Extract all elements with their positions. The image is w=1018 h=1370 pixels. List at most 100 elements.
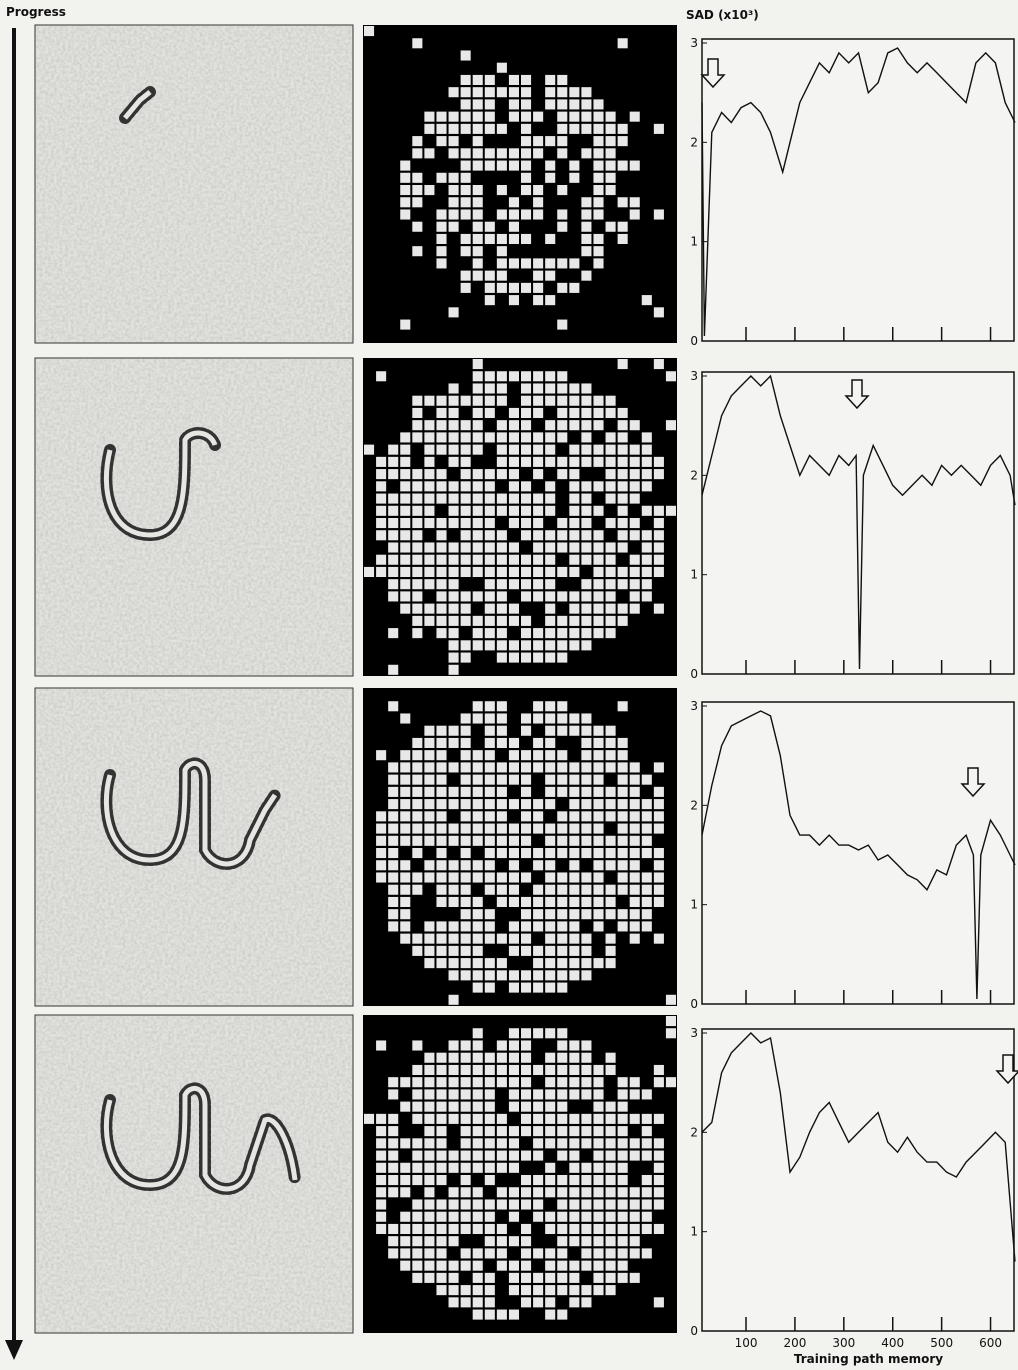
map-cell [557,518,567,528]
map-cell [388,506,398,516]
map-cell [533,958,543,968]
map-cell [449,445,459,455]
map-cell [388,1138,398,1148]
map-cell [533,506,543,516]
map-cell [449,653,459,663]
map-cell [473,1248,483,1258]
map-cell [642,921,652,931]
map-cell [569,518,579,528]
map-cell [533,628,543,638]
map-cell [521,921,531,931]
map-cell [521,408,531,418]
map-cell [509,567,519,577]
map-cell [557,185,567,195]
map-cell [497,701,507,711]
map-cell [388,1126,398,1136]
map-cell [449,124,459,134]
map-cell [436,246,446,256]
map-cell [569,1126,579,1136]
map-cell [654,1065,664,1075]
map-cell [376,1040,386,1050]
map-cell [449,481,459,491]
map-cell [654,555,664,565]
map-cell [557,1089,567,1099]
map-cell [497,934,507,944]
map-cell [618,885,628,895]
map-cell [581,148,591,158]
map-cell [533,1199,543,1209]
map-cell [618,872,628,882]
map-cell [412,1065,422,1075]
map-cell [545,762,555,772]
map-cell [642,836,652,846]
map-cell [557,701,567,711]
map-cell [449,1102,459,1112]
map-cell [593,1236,603,1246]
map-cell [424,787,434,797]
x-tick-label: 100 [735,1336,758,1350]
map-cell [581,958,591,968]
map-cell [376,848,386,858]
map-cell [569,762,579,772]
y-tick-label: 3 [690,1026,698,1040]
map-cell [509,457,519,467]
map-cell [400,909,410,919]
y-tick-label: 0 [690,1324,698,1338]
map-cell [581,836,591,846]
map-cell [557,897,567,907]
map-cell [412,1212,422,1222]
map-cell [521,258,531,268]
map-cell [545,1028,555,1038]
map-cell [654,1199,664,1209]
map-cell [509,432,519,442]
chart-frame [702,39,1014,341]
map-cell [473,591,483,601]
map-cell [473,87,483,97]
map-cell [376,457,386,467]
map-cell [424,506,434,516]
map-cell [521,283,531,293]
map-cell [533,885,543,895]
map-cell [509,1199,519,1209]
map-cell [606,457,616,467]
map-cell [400,604,410,614]
map-cell [485,1310,495,1320]
map-cell [618,1114,628,1124]
map-cell [593,1248,603,1258]
map-cell [606,897,616,907]
map-cell [485,124,495,134]
map-cell [376,518,386,528]
map-cell [618,604,628,614]
map-cell [461,1187,471,1197]
map-cell [461,738,471,748]
map-cell [400,161,410,171]
map-cell [606,542,616,552]
y-tick-label: 0 [690,334,698,348]
map-cell [606,885,616,895]
map-cell [642,811,652,821]
map-cell [497,1126,507,1136]
map-cell [618,222,628,232]
map-cell [497,1065,507,1075]
map-cell [606,432,616,442]
map-cell [449,628,459,638]
map-cell [581,713,591,723]
map-cell [473,136,483,146]
map-cell [400,1138,410,1148]
map-cell [497,738,507,748]
map-cell [569,860,579,870]
map-cell [521,750,531,760]
map-cell [521,1297,531,1307]
map-cell [521,1248,531,1258]
map-cell [533,1089,543,1099]
map-cell [581,506,591,516]
map-cell [581,518,591,528]
map-cell [545,75,555,85]
map-cell [412,197,422,207]
map-cell [485,99,495,109]
map-cell [593,726,603,736]
map-cell [509,1163,519,1173]
map-cell [412,787,422,797]
map-cell [557,1273,567,1283]
map-cell [521,1053,531,1063]
